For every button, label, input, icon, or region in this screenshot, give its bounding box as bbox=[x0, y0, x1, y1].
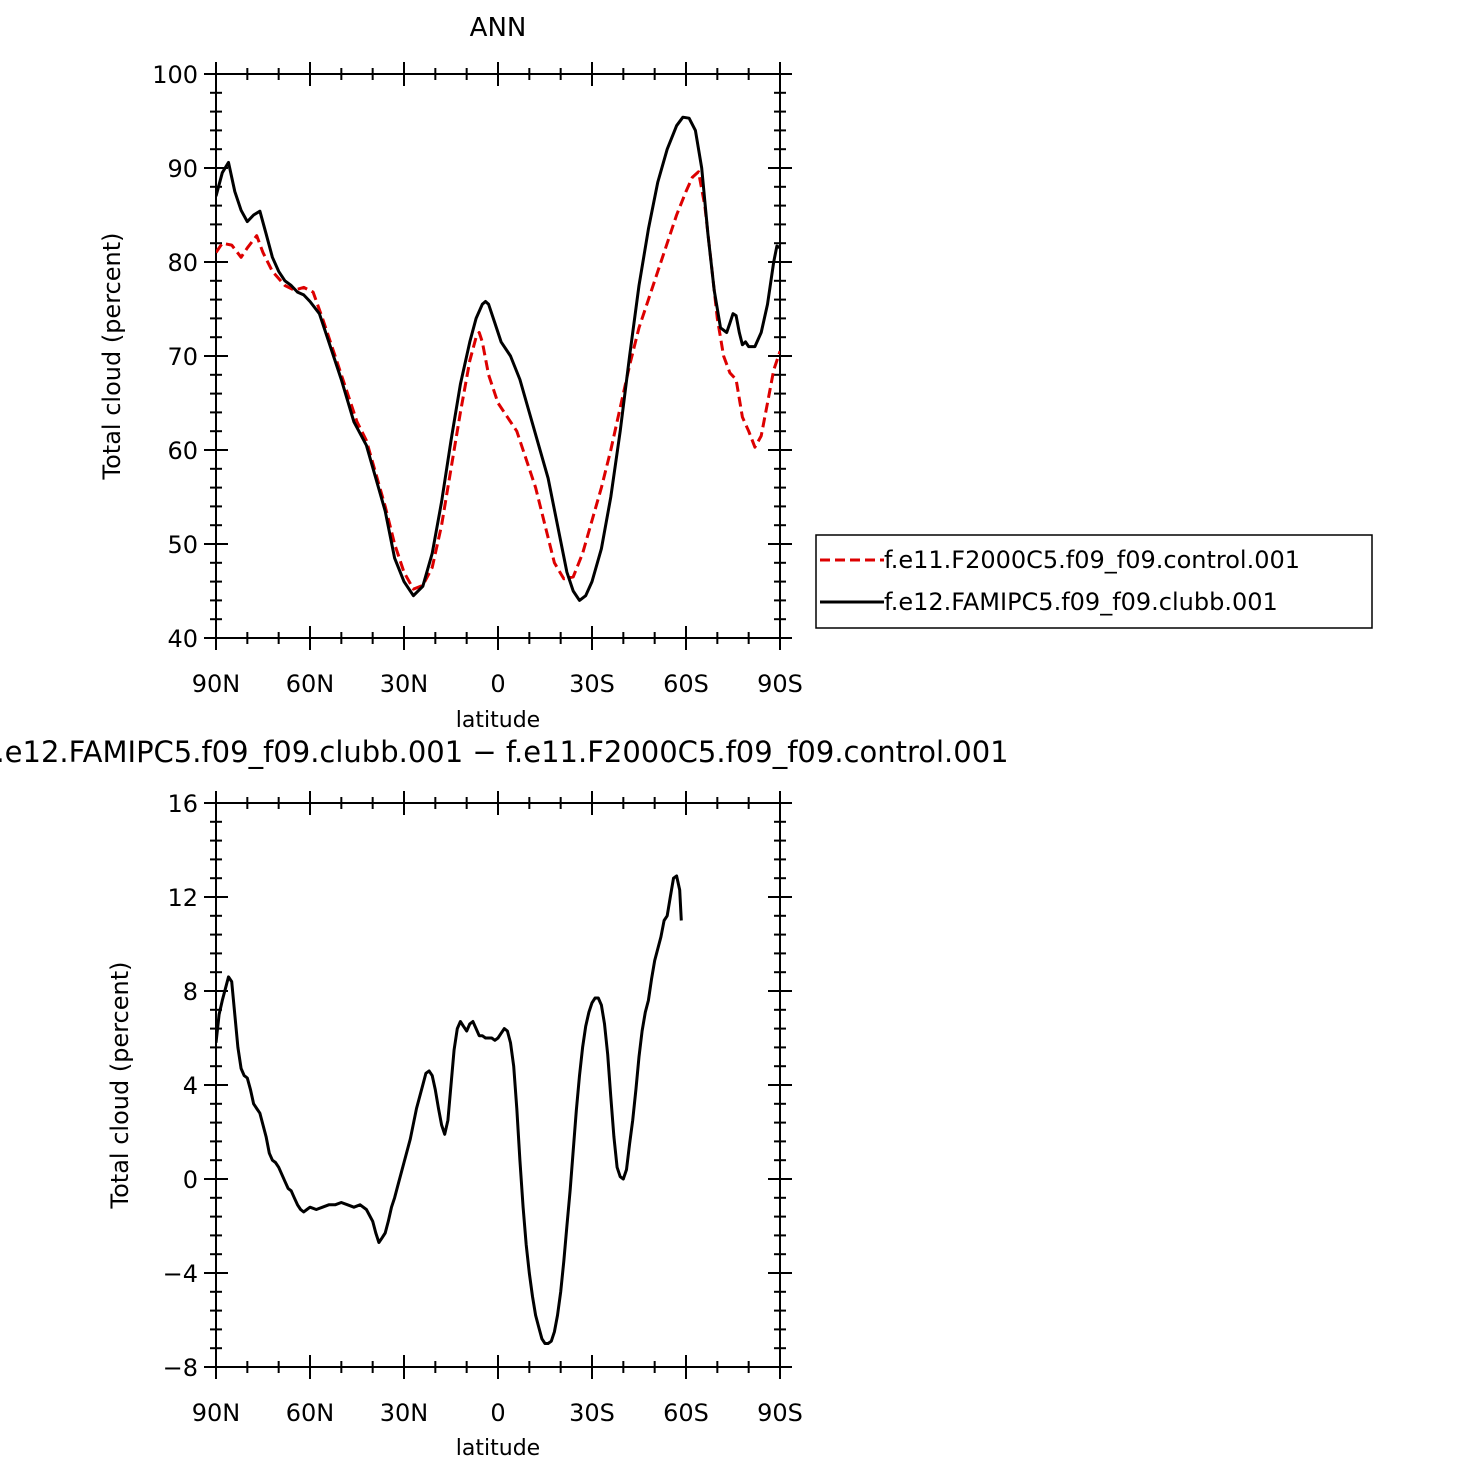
top-y-tick-label: 50 bbox=[167, 531, 198, 559]
bottom-x-tick-label: 30N bbox=[380, 1399, 429, 1427]
bottom-series-line-0 bbox=[216, 874, 683, 1345]
top-x-tick-label: 90S bbox=[757, 670, 803, 698]
bottom-y-tick-label: −8 bbox=[163, 1354, 198, 1382]
top-x-axis-label: latitude bbox=[456, 708, 540, 733]
top-x-tick-label: 90N bbox=[192, 670, 241, 698]
top-y-axis-label: Total cloud (percent) bbox=[98, 233, 126, 481]
bottom-x-tick-label: 30S bbox=[569, 1399, 615, 1427]
legend-box bbox=[815, 534, 1373, 629]
top-series-line-0 bbox=[216, 170, 780, 591]
bottom-panel: f.e12.FAMIPC5.f09_f09.clubb.001 − f.e11.… bbox=[0, 735, 1009, 1461]
top-y-tick-label: 80 bbox=[167, 249, 198, 277]
bottom-y-tick-label: 4 bbox=[183, 1072, 198, 1100]
bottom-x-tick-label: 0 bbox=[490, 1399, 505, 1427]
bottom-y-tick-label: 12 bbox=[167, 884, 198, 912]
bottom-title: f.e12.FAMIPC5.f09_f09.clubb.001 − f.e11.… bbox=[0, 735, 1009, 769]
top-x-tick-label: 60S bbox=[663, 670, 709, 698]
bottom-x-tick-label: 60N bbox=[286, 1399, 335, 1427]
bottom-y-tick-label: 16 bbox=[167, 790, 198, 818]
top-plot-frame bbox=[215, 73, 781, 639]
bottom-y-tick-label: 8 bbox=[183, 978, 198, 1006]
top-y-tick-label: 40 bbox=[167, 625, 198, 653]
top-y-tick-label: 60 bbox=[167, 437, 198, 465]
top-panel: ANN Total cloud (percent) latitude 40 50 6… bbox=[98, 13, 803, 733]
top-x-tick-label: 0 bbox=[490, 670, 505, 698]
top-x-tick-label: 60N bbox=[286, 670, 335, 698]
legend-label-control: f.e11.F2000C5.f09_f09.control.001 bbox=[884, 546, 1300, 574]
bottom-plot-frame bbox=[215, 802, 781, 1368]
top-y-tick-label: 70 bbox=[167, 343, 198, 371]
top-y-tick-label: 100 bbox=[152, 61, 198, 89]
bottom-x-tick-label: 90N bbox=[192, 1399, 241, 1427]
top-series-line-1 bbox=[216, 115, 780, 602]
top-title: ANN bbox=[470, 13, 527, 43]
legend-label-clubb: f.e12.FAMIPC5.f09_f09.clubb.001 bbox=[884, 588, 1278, 616]
top-x-tick-label: 30S bbox=[569, 670, 615, 698]
bottom-x-tick-label: 60S bbox=[663, 1399, 709, 1427]
bottom-y-tick-label: −4 bbox=[163, 1260, 198, 1288]
bottom-x-axis-label: latitude bbox=[456, 1436, 540, 1461]
legend: f.e11.F2000C5.f09_f09.control.001 f.e12.… bbox=[815, 534, 1373, 629]
top-y-tick-label: 90 bbox=[167, 155, 198, 183]
top-x-tick-label: 30N bbox=[380, 670, 429, 698]
bottom-x-tick-label: 90S bbox=[757, 1399, 803, 1427]
bottom-y-tick-label: 0 bbox=[183, 1166, 198, 1194]
bottom-y-axis-label: Total cloud (percent) bbox=[106, 962, 134, 1210]
